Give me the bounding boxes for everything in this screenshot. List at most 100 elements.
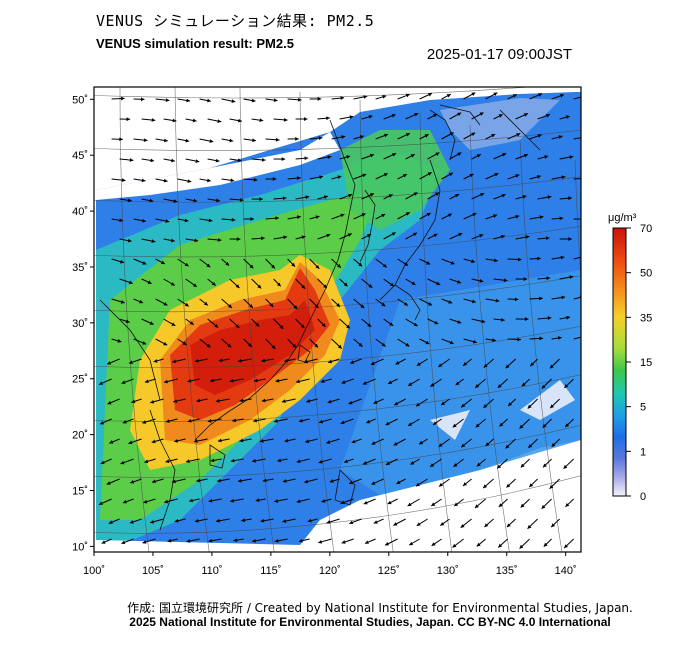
wind-arrow	[119, 278, 133, 285]
wind-arrow	[455, 378, 464, 386]
wind-arrow	[187, 378, 200, 383]
wind-arrow	[370, 358, 384, 366]
wind-arrow	[185, 278, 198, 288]
wind-arrow	[419, 338, 430, 345]
wind-arrow	[243, 177, 258, 182]
wind-arrow	[141, 278, 152, 285]
wind-arrow	[549, 478, 560, 490]
wind-arrow	[142, 538, 156, 544]
wind-arrow	[427, 113, 438, 120]
wind-arrow	[230, 498, 244, 503]
wind-arrow	[361, 153, 374, 160]
lon-label: 135˚	[496, 565, 518, 577]
wind-arrow	[405, 192, 418, 200]
wind-arrow	[519, 538, 530, 549]
wind-arrow	[529, 296, 543, 301]
wind-arrow	[260, 518, 274, 523]
wind-arrow	[229, 278, 240, 289]
wind-arrow	[194, 358, 208, 363]
footer-credit: 作成: 国立環境研究所 / Created by National Instit…	[127, 601, 633, 615]
wind-arrow	[193, 438, 208, 443]
wind-arrow	[506, 478, 516, 488]
wind-arrow	[519, 418, 530, 429]
wind-arrow	[284, 438, 296, 443]
colorbar	[612, 227, 627, 497]
wind-arrow	[282, 478, 296, 483]
wind-arrow	[485, 172, 499, 180]
wind-arrow	[165, 458, 178, 464]
wind-arrow	[326, 438, 340, 444]
wind-arrow	[527, 518, 538, 530]
wind-arrow	[207, 158, 220, 163]
wind-arrow	[373, 518, 384, 524]
wind-arrow	[440, 518, 450, 526]
wind-arrow	[221, 217, 236, 222]
lon-label: 115˚	[260, 565, 281, 577]
wind-arrow	[309, 215, 320, 220]
wind-arrow	[133, 218, 146, 223]
wind-arrow	[493, 317, 505, 322]
wind-arrow	[229, 237, 241, 242]
wind-arrow	[155, 98, 170, 103]
wind-arrow	[298, 538, 310, 543]
wind-arrow	[528, 478, 538, 488]
wind-arrow	[207, 118, 222, 123]
wind-arrow	[120, 458, 134, 465]
wind-arrow	[541, 378, 552, 389]
wind-arrow	[537, 113, 551, 120]
footer-license: 2025 National Institute for Environmenta…	[129, 615, 611, 629]
wind-arrow	[537, 276, 551, 281]
wind-arrow	[371, 438, 384, 445]
wind-arrow	[493, 113, 503, 120]
wind-arrow	[153, 358, 164, 363]
wind-arrow	[520, 458, 530, 468]
wind-arrow	[309, 298, 319, 309]
lon-label: 125˚	[378, 565, 400, 577]
wind-arrow	[155, 258, 166, 265]
wind-arrow	[339, 318, 351, 329]
wind-arrow	[165, 418, 178, 423]
wind-arrow	[243, 338, 253, 348]
wind-arrow	[396, 478, 406, 485]
wind-arrow	[475, 418, 486, 428]
lon-label: 120˚	[319, 565, 341, 577]
wind-arrow	[221, 98, 236, 103]
wind-arrow	[438, 358, 450, 368]
wind-arrow	[339, 233, 352, 240]
wind-arrow	[207, 198, 220, 203]
wind-arrow	[155, 218, 170, 223]
wind-arrow	[243, 258, 254, 269]
wind-arrow	[507, 337, 521, 342]
wind-arrow	[309, 175, 324, 180]
wind-arrow	[239, 398, 252, 403]
wind-arrow	[348, 478, 362, 485]
wind-arrow	[416, 358, 428, 367]
wind-arrow	[474, 378, 486, 389]
colorbar-ticks: 70 50 35 15 5 1 0	[626, 223, 652, 503]
wind-arrow	[282, 518, 296, 523]
wind-arrow	[217, 438, 230, 443]
wind-arrow	[460, 438, 472, 448]
meridian-line	[519, 139, 563, 552]
wind-arrow	[237, 358, 252, 363]
wind-arrow	[274, 498, 288, 503]
wind-arrow	[407, 498, 420, 507]
wind-arrow	[375, 213, 386, 220]
wind-arrow	[259, 438, 274, 443]
wind-arrow	[295, 117, 308, 121]
wind-arrow	[353, 213, 366, 220]
wind-arrow	[549, 358, 560, 369]
wind-arrow	[309, 96, 322, 101]
wind-arrow	[383, 113, 396, 120]
wind-arrow	[185, 458, 200, 464]
wind-arrow	[185, 198, 198, 203]
lat-label: 40˚	[72, 206, 88, 218]
wind-arrow	[541, 498, 552, 510]
wind-arrow	[163, 378, 178, 384]
wind-arrow	[485, 133, 496, 140]
wind-arrow	[397, 173, 408, 180]
wind-arrow	[551, 336, 562, 340]
wind-arrow	[515, 317, 529, 322]
wind-arrow	[427, 233, 438, 240]
